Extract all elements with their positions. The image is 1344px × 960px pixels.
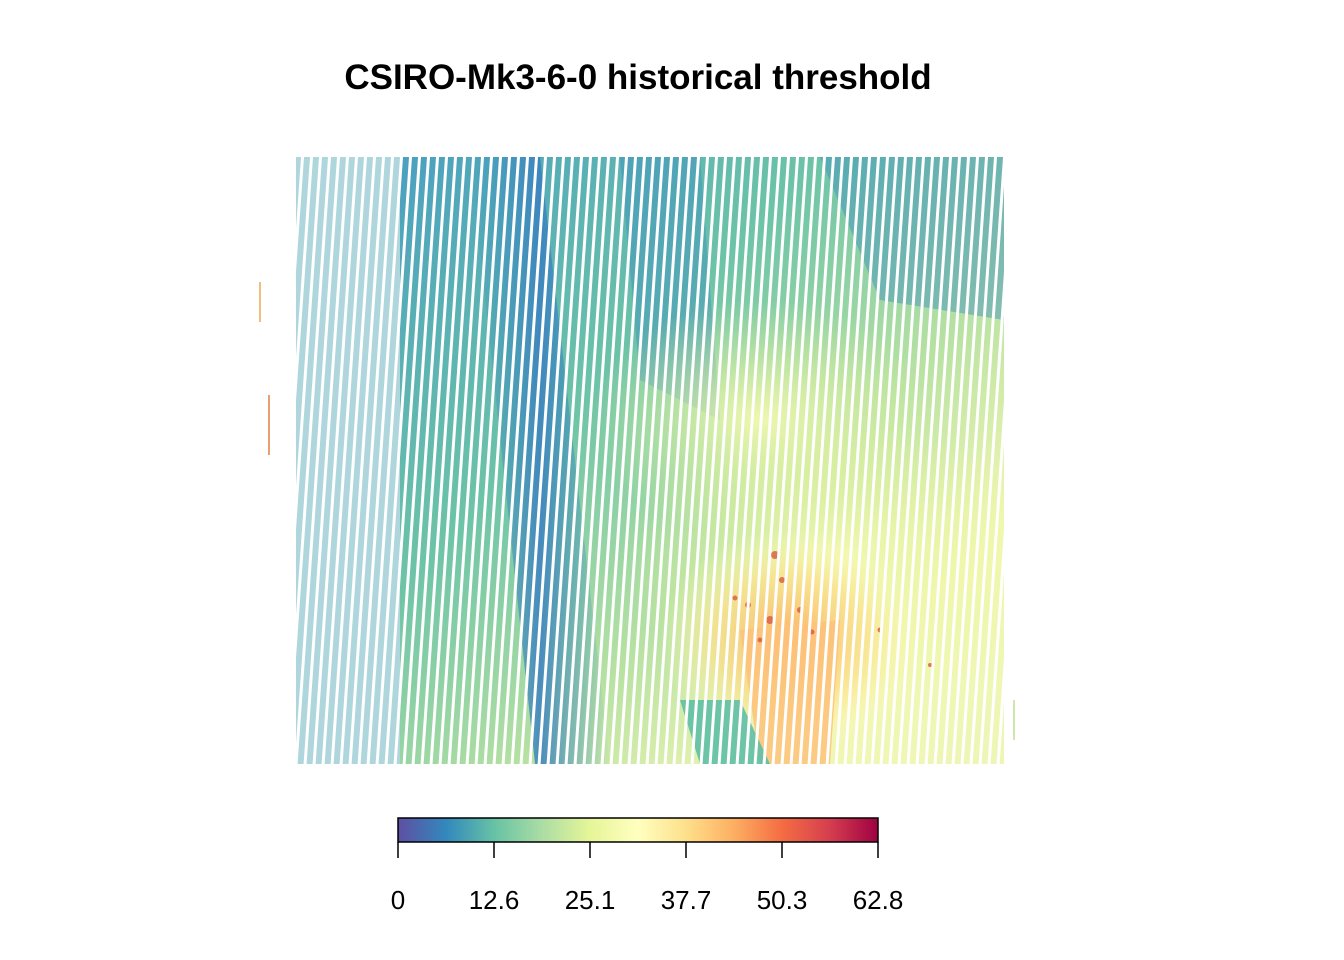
colorbar-tick-label: 50.3	[757, 885, 808, 915]
colorbar-ticks	[397, 842, 879, 858]
colorbar-fill	[398, 818, 878, 842]
colorbar: 0 12.6 25.1 37.7 50.3 62.8	[391, 817, 904, 915]
colorbar-tick-label: 25.1	[565, 885, 616, 915]
raster-map	[296, 157, 1004, 764]
colorbar-frame	[397, 817, 879, 843]
page-title: CSIRO-Mk3-6-0 historical threshold	[344, 58, 932, 97]
edge-pixels	[259, 282, 1015, 740]
colorbar-tick-label: 12.6	[469, 885, 520, 915]
colorbar-tick-label: 37.7	[661, 885, 712, 915]
colorbar-tick-label: 0	[391, 885, 405, 915]
colorbar-tick-labels: 0 12.6 25.1 37.7 50.3 62.8	[391, 885, 904, 915]
colorbar-tick-label: 62.8	[853, 885, 904, 915]
